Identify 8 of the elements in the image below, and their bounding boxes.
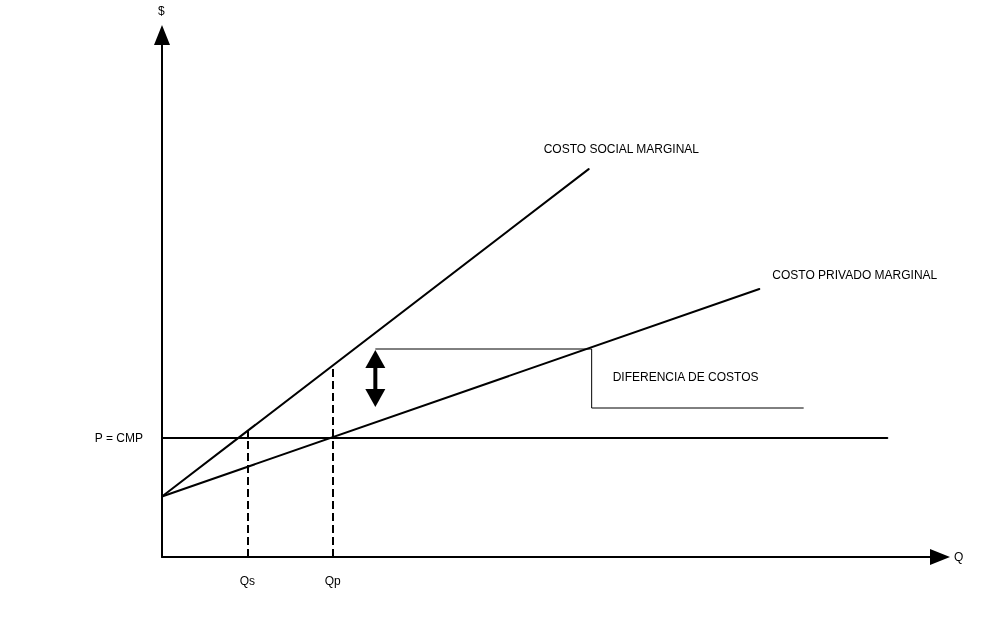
annotation: DIFERENCIA DE COSTOS <box>612 370 759 385</box>
series-label: P = CMP <box>94 430 143 445</box>
text: $ <box>158 4 165 18</box>
x-tick-label: Qs <box>239 574 256 588</box>
x-axis-title: Q <box>954 550 964 564</box>
text: COSTO SOCIAL MARGINAL <box>543 142 700 157</box>
series-label: COSTO PRIVADO MARGINAL <box>772 267 938 282</box>
x-tick-label: Qp <box>324 574 341 588</box>
